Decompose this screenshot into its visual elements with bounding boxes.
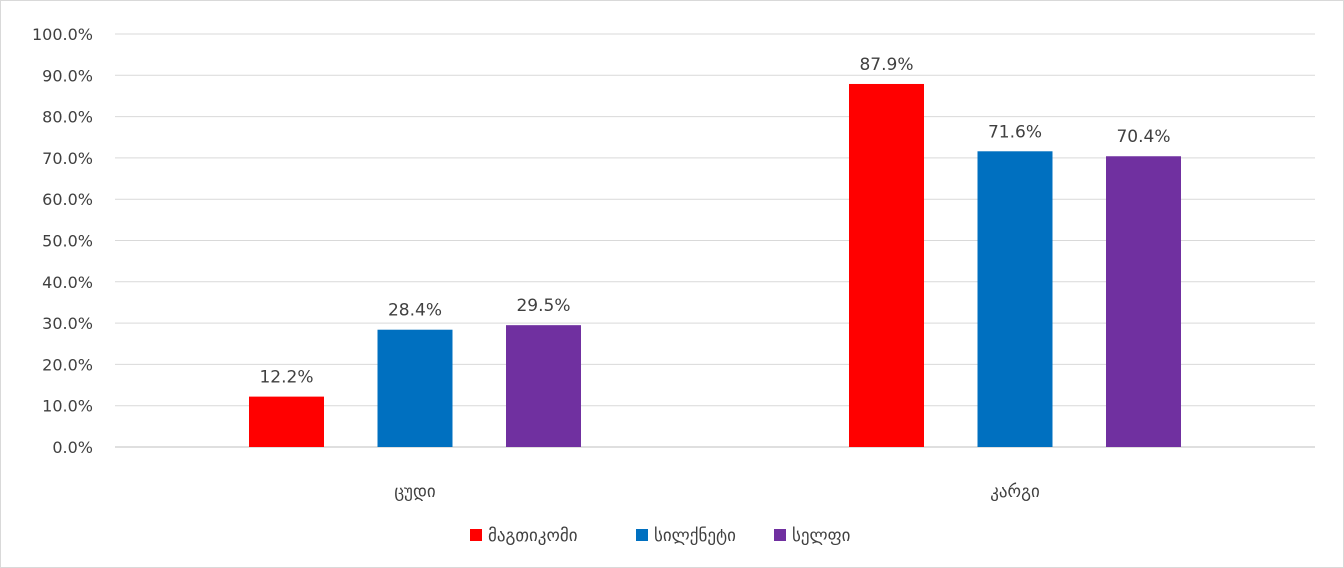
y-tick-label: 50.0% [42,232,93,251]
y-axis: 0.0% 10.0% 20.0% 30.0% 40.0% 50.0% 60.0% 70.0% 8… [32,25,93,457]
bar [249,396,324,447]
category-label: კარგი [990,482,1040,502]
legend-label: მაგთიკომი [488,526,578,546]
x-axis: ცუდი კარგი [394,482,1039,502]
data-label: 87.9% [859,55,913,75]
y-tick-label: 100.0% [32,25,93,44]
category-label: ცუდი [394,482,435,502]
legend: მაგთიკომი სილქნეტი სელფი [470,526,850,546]
data-label: 28.4% [388,301,442,321]
y-tick-label: 0.0% [52,438,93,457]
bar [506,325,581,447]
y-tick-label: 30.0% [42,314,93,333]
bars: 12.2% 28.4% 29.5% 87.9% 71.6% 70.4% [249,55,1181,448]
bar [977,151,1053,448]
data-label: 71.6% [988,122,1042,142]
data-label: 70.4% [1116,127,1170,147]
data-label: 12.2% [259,368,313,388]
y-tick-label: 20.0% [42,355,93,374]
data-label: 29.5% [516,296,570,316]
legend-label: სელფი [792,526,850,546]
legend-swatch [774,529,786,541]
legend-swatch [636,529,648,541]
y-tick-label: 40.0% [42,273,93,292]
y-tick-label: 60.0% [42,190,93,209]
y-tick-label: 70.0% [42,149,93,168]
y-tick-label: 80.0% [42,108,93,127]
bar [1106,156,1181,448]
legend-label: სილქნეტი [654,526,736,546]
bar [849,83,924,448]
y-tick-label: 90.0% [42,66,93,85]
legend-swatch [470,529,482,541]
y-tick-label: 10.0% [42,397,93,416]
bar [377,329,453,447]
